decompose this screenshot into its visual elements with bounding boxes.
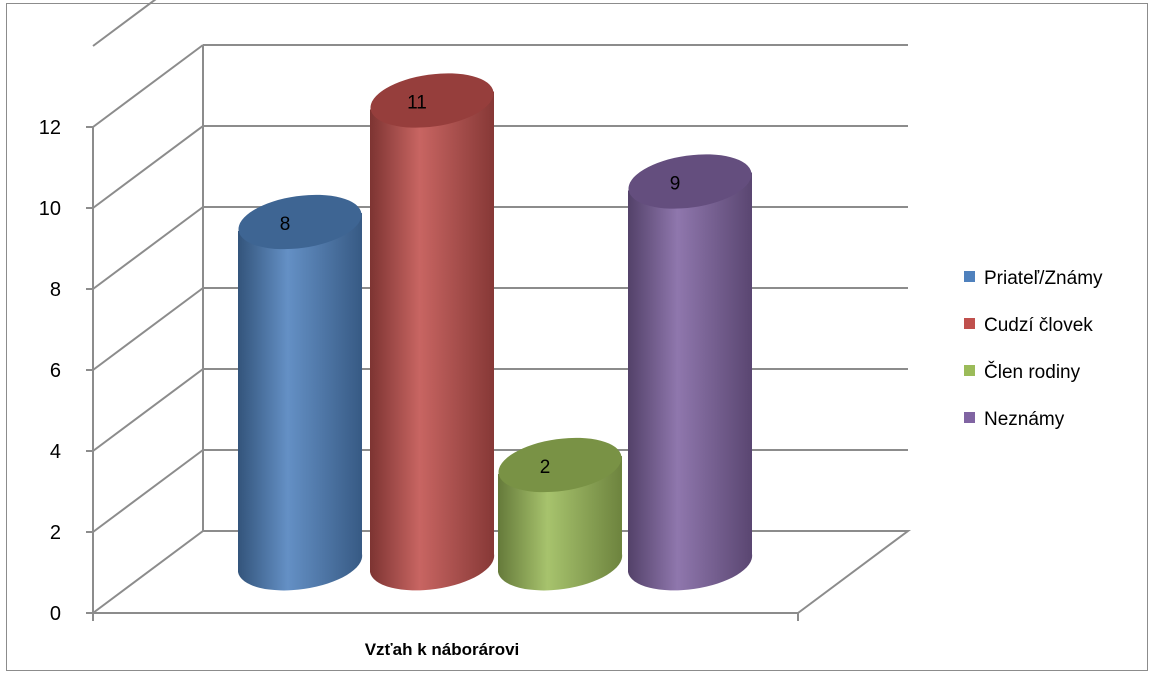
bar-2 [370, 73, 495, 591]
gridline-diagonal [92, 44, 204, 128]
gridline-diagonal [92, 449, 204, 533]
gridline-diagonal [92, 287, 204, 371]
legend-label: Neznámy [984, 409, 1065, 430]
y-tick-label: 2 [50, 522, 61, 544]
y-axis-ticks: 0 2 4 6 8 10 12 [39, 117, 93, 625]
data-label: 2 [540, 457, 551, 478]
data-label: 11 [407, 93, 427, 114]
legend-swatch [964, 318, 975, 329]
bar-top [238, 194, 362, 250]
legend-swatch [964, 412, 975, 423]
legend-label: Priateľ/Známy [984, 268, 1103, 289]
legend-swatch [964, 271, 975, 282]
bar-top [628, 154, 752, 209]
bar-body [370, 91, 495, 591]
gridline-diagonal [92, 206, 204, 290]
bars [238, 73, 753, 591]
y-tick-label: 6 [50, 360, 61, 382]
x-axis-title: Vzťah k náborárovi [365, 640, 520, 659]
y-tick-label: 8 [50, 279, 61, 301]
bar-body [238, 213, 363, 591]
y-tick-label: 0 [50, 603, 61, 625]
y-tick-label: 12 [39, 117, 61, 139]
legend: Priateľ/Známy Cudzí človek Člen rodiny Nezn… [964, 268, 1103, 430]
bar-3 [498, 437, 623, 591]
gridline-diagonal [92, 125, 204, 209]
legend-label: Cudzí človek [984, 315, 1093, 336]
data-label: 8 [280, 214, 291, 235]
legend-swatch [964, 365, 975, 376]
gridline-diagonal [92, 0, 157, 47]
gridlines [92, 0, 908, 533]
gridline-diagonal [92, 368, 204, 452]
legend-label: Člen rodiny [984, 361, 1081, 383]
data-label: 9 [670, 174, 681, 195]
data-labels: 8 11 2 9 [280, 93, 681, 479]
y-tick-label: 10 [39, 198, 61, 220]
bar-1 [238, 194, 363, 591]
bar-4 [628, 154, 753, 591]
bar-body [628, 172, 753, 591]
bar-top [370, 73, 494, 128]
bar-top [498, 437, 622, 493]
y-tick-label: 4 [50, 441, 61, 463]
